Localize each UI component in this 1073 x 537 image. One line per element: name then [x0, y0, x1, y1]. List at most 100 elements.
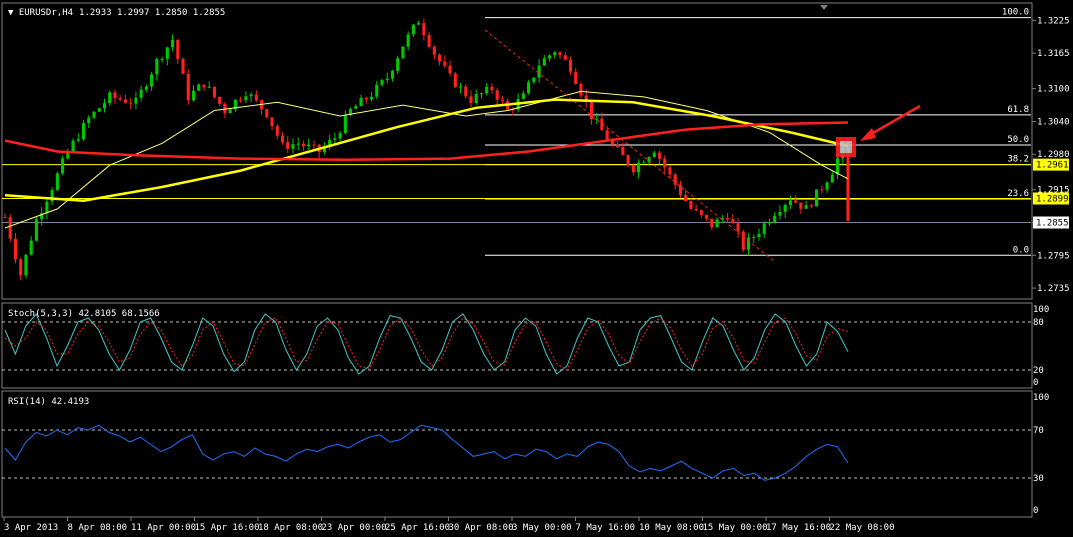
stochastic-tick-label: 0 [1033, 378, 1038, 388]
fib-level-label: 38.2 [1007, 155, 1029, 165]
stochastic-panel-border [1, 302, 1033, 389]
stochastic-main-line [4, 313, 849, 375]
candle-body [218, 96, 222, 104]
candle-body [76, 139, 80, 141]
candle-body [186, 73, 190, 101]
candle-body [165, 47, 169, 59]
candle-body [40, 213, 44, 220]
candle-body [595, 118, 599, 120]
time-tick-label: 25 Apr 16:00 [385, 523, 450, 533]
candle-body [375, 84, 379, 97]
moving-average-line [4, 121, 849, 161]
candle-body [181, 58, 185, 74]
candle-body [778, 211, 782, 216]
candle-body [134, 97, 138, 104]
time-tick-label: 7 May 16:00 [576, 523, 636, 533]
candle-body [809, 205, 813, 207]
dropdown-icon[interactable]: ▼ [8, 8, 19, 18]
candle-body [396, 58, 400, 71]
candle-body [212, 86, 217, 97]
candle-body [401, 46, 405, 59]
candle-body [364, 97, 368, 100]
price-panel-title: ▼ EURUSDr,H4 1.2933 1.2997 1.2850 1.2855 [8, 8, 225, 18]
candle-body [55, 173, 59, 191]
candle-body [24, 254, 28, 276]
candle-body [495, 90, 499, 100]
candle-body [731, 219, 735, 224]
candle-body [767, 221, 772, 224]
candle-body [406, 34, 410, 47]
ohlc-readout: 1.2933 1.2997 1.2850 1.2855 [79, 8, 225, 18]
candle-body [427, 34, 431, 47]
candle-body [678, 184, 683, 195]
candle-body [338, 133, 342, 139]
stochastic-panel[interactable]: Stoch(5,3,3) 42.8105 68.1566 100 80 20 0 [1, 302, 1049, 389]
candle-body [710, 218, 714, 228]
price-tag-label: 1.2899 [1036, 194, 1069, 204]
stochastic-tick-label: 80 [1033, 318, 1044, 328]
time-tick-label: 8 Apr 08:00 [68, 523, 128, 533]
time-tick-label: 3 Apr 2013 [4, 523, 58, 533]
candle-body [87, 117, 91, 124]
fibonacci-trend-line[interactable] [484, 29, 776, 263]
rsi-panel[interactable]: RSI(14) 42.4193 100 70 30 0 [1, 390, 1049, 518]
candle-body [270, 117, 274, 127]
fib-level-label: 50.0 [1007, 135, 1029, 145]
price-axis: 1.32251.31651.31001.30401.29801.29151.28… [1032, 16, 1070, 294]
rsi-tick-label: 30 [1033, 474, 1044, 484]
candle-body [746, 237, 751, 250]
candle-body [359, 97, 363, 107]
candle-body [291, 144, 295, 149]
candle-body [699, 210, 703, 215]
price-tick-label: 1.3225 [1037, 16, 1070, 26]
candle-body [600, 118, 604, 131]
candle-body [589, 102, 593, 120]
candle-body [286, 142, 290, 149]
horizontal-lines[interactable] [2, 164, 1031, 224]
candle-body [485, 86, 489, 94]
fib-level-label: 61.8 [1007, 105, 1029, 115]
candle-body [663, 158, 667, 168]
candle-body [762, 223, 766, 234]
candle-body [621, 147, 625, 156]
candle-body [846, 142, 850, 221]
candle-body [207, 86, 211, 88]
candle-body [815, 189, 819, 207]
candle-body [464, 86, 468, 97]
highlight-marker [836, 137, 856, 157]
candle-body [422, 23, 426, 35]
price-tag-label: 1.2855 [1036, 219, 1069, 229]
candle-body [438, 54, 442, 62]
candle-body [50, 190, 54, 202]
candle-body [479, 93, 484, 95]
candle-body [202, 84, 206, 88]
rsi-panel-border [1, 390, 1033, 518]
price-tick-label: 1.2915 [1037, 186, 1070, 196]
time-tick-label: 18 Apr 08:00 [258, 523, 323, 533]
candle-body [239, 99, 243, 101]
candle-body [191, 90, 196, 101]
candle-body [307, 144, 311, 147]
candle-body [61, 158, 65, 174]
candle-body [610, 140, 614, 145]
candle-body [642, 162, 646, 164]
candle-body [720, 217, 724, 220]
rsi-axis: 100 70 30 0 [1033, 393, 1049, 516]
candle-body [390, 70, 395, 79]
candle-body [249, 94, 253, 97]
price-tick-label: 1.3165 [1037, 49, 1070, 59]
candle-body [333, 138, 337, 140]
scroll-marker-icon[interactable] [820, 5, 828, 10]
candle-body [521, 93, 525, 99]
candle-body [511, 109, 515, 111]
candle-body [579, 83, 583, 96]
fib-level-label: 100.0 [1002, 8, 1029, 18]
candle-body [118, 98, 122, 100]
price-panel[interactable]: ▼ EURUSDr,H4 1.2933 1.2997 1.2850 1.2855 … [1, 2, 1070, 300]
candle-body [783, 204, 787, 212]
candle-body [275, 126, 279, 136]
stochastic-tick-label: 100 [1033, 305, 1049, 315]
candle-body [547, 55, 552, 59]
price-tick-label: 1.2795 [1037, 251, 1070, 261]
